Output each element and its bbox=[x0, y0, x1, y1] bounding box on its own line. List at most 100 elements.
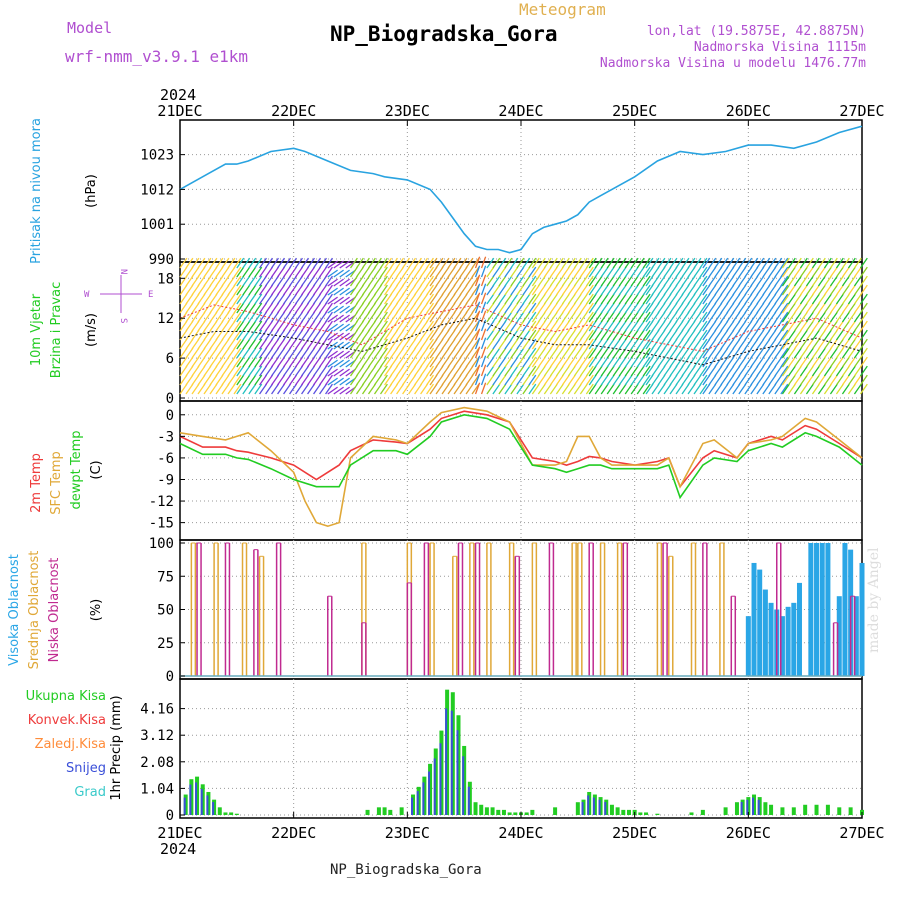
wind-barb bbox=[313, 356, 321, 368]
wind-barb bbox=[227, 356, 236, 368]
precip-bar bbox=[763, 802, 768, 815]
wind-barb bbox=[396, 311, 405, 323]
wind-barb bbox=[453, 329, 462, 341]
wind-barb bbox=[498, 257, 507, 269]
wind-barb bbox=[191, 374, 200, 386]
wind-barb bbox=[339, 269, 350, 278]
wind-barb bbox=[453, 266, 462, 278]
compass-s-label: S bbox=[118, 318, 128, 323]
wind-barb bbox=[732, 338, 741, 350]
wind-barb bbox=[762, 311, 771, 323]
wind-barb bbox=[663, 374, 672, 386]
wind-barb bbox=[283, 338, 291, 350]
wind-barb bbox=[384, 320, 393, 332]
wind-barb bbox=[367, 293, 376, 305]
wind-barb bbox=[841, 302, 850, 314]
wind-barb bbox=[774, 365, 783, 377]
wind-barb bbox=[531, 284, 540, 296]
wind-barb bbox=[645, 302, 654, 314]
wind-barb bbox=[233, 275, 242, 287]
precip-legend-label: Zaledj.Kisa bbox=[35, 737, 106, 752]
wind-barb bbox=[702, 356, 711, 368]
wind-barb bbox=[726, 293, 735, 305]
wind-barb-field bbox=[179, 256, 868, 395]
wind-barb bbox=[179, 284, 188, 296]
wind-barb bbox=[289, 356, 297, 368]
wind-barb bbox=[699, 338, 708, 350]
wind-barb bbox=[301, 311, 309, 323]
wind-barb bbox=[242, 302, 251, 314]
wind-barb bbox=[780, 275, 789, 287]
wind-barb bbox=[669, 338, 678, 350]
wind-barb bbox=[209, 320, 218, 332]
wind-barb bbox=[549, 284, 558, 296]
wind-barb bbox=[339, 341, 350, 350]
wind-barb bbox=[787, 302, 796, 314]
wind-barb bbox=[835, 374, 844, 386]
wind-barb bbox=[774, 383, 783, 395]
wind-barb bbox=[203, 275, 212, 287]
wind-barb bbox=[492, 320, 501, 332]
wind-barb bbox=[642, 320, 651, 332]
wind-barb bbox=[774, 266, 783, 278]
wind-barb bbox=[396, 338, 405, 350]
wind-barb bbox=[793, 347, 802, 359]
wind-barb bbox=[642, 275, 651, 287]
wind-barb bbox=[657, 374, 666, 386]
wind-barb bbox=[594, 365, 603, 377]
wind-barb bbox=[669, 374, 678, 386]
wind-barb bbox=[756, 356, 765, 368]
wind-barb bbox=[516, 338, 525, 350]
wind-barb bbox=[327, 260, 338, 269]
wind-barb bbox=[618, 311, 627, 323]
wind-barb bbox=[645, 383, 654, 395]
wind-barb bbox=[289, 383, 297, 395]
precip-bar bbox=[791, 807, 796, 815]
wind-barb bbox=[781, 347, 790, 359]
wind-barb bbox=[408, 293, 417, 305]
snow-bar bbox=[206, 795, 209, 815]
wind-barb bbox=[408, 257, 417, 269]
wind-barb bbox=[426, 347, 435, 359]
wind-barb bbox=[227, 266, 236, 278]
wind-barb bbox=[847, 374, 856, 386]
wind-barb bbox=[522, 302, 531, 314]
wind-barb bbox=[762, 356, 771, 368]
wind-barb bbox=[702, 257, 711, 269]
wind-barb bbox=[793, 338, 802, 350]
wind-barb bbox=[561, 356, 570, 368]
y-tick-label: -15 bbox=[149, 516, 174, 532]
wind-barb bbox=[516, 320, 525, 332]
wind-barb bbox=[420, 293, 429, 305]
wind-barb bbox=[738, 356, 747, 368]
wind-barb bbox=[271, 320, 279, 332]
wind-barb bbox=[367, 356, 376, 368]
wind-barb bbox=[453, 383, 462, 395]
wind-barb bbox=[829, 356, 838, 368]
wind-barb bbox=[390, 302, 399, 314]
wind-barb bbox=[471, 338, 480, 350]
wind-barb bbox=[426, 275, 435, 287]
wind-barb bbox=[663, 257, 672, 269]
wind-barb bbox=[594, 356, 603, 368]
wind-barb bbox=[327, 314, 338, 323]
wind-barb bbox=[242, 311, 251, 323]
wind-barb bbox=[301, 365, 309, 377]
wind-barb bbox=[702, 320, 711, 332]
wind-barb bbox=[702, 266, 711, 278]
wind-barb bbox=[333, 377, 344, 386]
wind-barb bbox=[402, 293, 411, 305]
wind-barb bbox=[624, 329, 633, 341]
wind-barb bbox=[480, 337, 487, 350]
wind-barb bbox=[402, 338, 411, 350]
wind-barb bbox=[197, 257, 206, 269]
wind-barb bbox=[787, 365, 796, 377]
wind-barb bbox=[573, 329, 582, 341]
wind-barb bbox=[349, 275, 358, 287]
wind-barb bbox=[516, 302, 525, 314]
wind-barb bbox=[585, 365, 594, 377]
wind-barb bbox=[756, 275, 765, 287]
wind-barb bbox=[636, 266, 645, 278]
wind-barb bbox=[271, 374, 279, 386]
wind-barb bbox=[549, 383, 558, 395]
